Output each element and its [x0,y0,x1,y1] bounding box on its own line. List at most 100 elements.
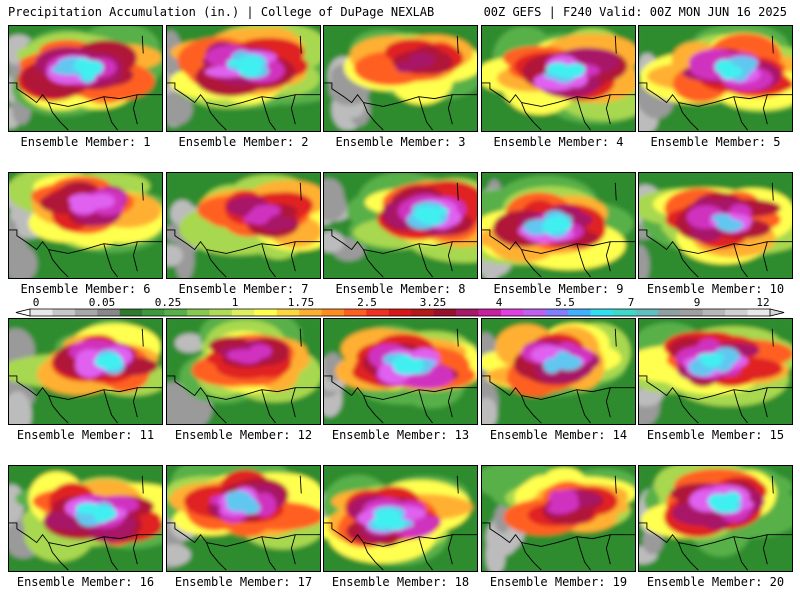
precip-field [324,319,477,424]
precip-field [9,319,162,424]
colorbar-swatch [702,309,726,316]
colorbar-swatch [635,309,659,316]
colorbar-swatch [613,309,636,316]
precip-map [8,318,163,425]
colorbar-swatch [299,309,322,316]
state-borders [167,475,320,571]
precip-map [166,318,321,425]
precip-field [324,173,477,278]
ensemble-member-label: Ensemble Member: 3 [335,135,466,149]
colorbar-swatch [74,309,98,316]
precip-map [481,465,636,572]
ensemble-member-label: Ensemble Member: 17 [174,575,313,589]
precip-field [9,26,162,131]
ensemble-member-label: Ensemble Member: 20 [646,575,785,589]
colorbar-swatch [568,309,591,316]
precip-map [323,172,478,279]
colorbar-swatch [343,309,367,316]
colorbar-swatch [186,309,210,316]
colorbar-tick-label: 7 [628,296,635,309]
ensemble-member-label: Ensemble Member: 6 [20,282,151,296]
ensemble-member-label: Ensemble Member: 8 [335,282,466,296]
colorbar-swatch [657,309,681,316]
colorbar-swatch [680,309,704,316]
colorbar-swatch [209,309,233,316]
precip-map [481,318,636,425]
colorbar-swatch [276,309,300,316]
colorbar-swatch [411,309,434,316]
precip-map [323,318,478,425]
colorbar-swatch [478,309,502,316]
colorbar-tick-label: 2.5 [357,296,377,309]
ensemble-member-label: Ensemble Member: 5 [650,135,781,149]
colorbar-swatch [97,309,120,316]
precip-field [9,466,162,571]
colorbar-swatch [30,309,53,316]
precip-map [323,465,478,572]
precip-map [166,465,321,572]
colorbar-tick-label: 5.5 [555,296,575,309]
colorbar-swatch [725,309,748,316]
precip-map [481,25,636,132]
colorbar-swatch [164,309,188,316]
precip-field [482,466,635,571]
precip-field [639,173,792,278]
state-borders [9,35,162,131]
colorbar-swatch [433,309,457,316]
ensemble-member-label: Ensemble Member: 19 [489,575,628,589]
colorbar-swatch [52,309,76,316]
colorbar-tick-label: 0.25 [155,296,182,309]
ensemble-member-label: Ensemble Member: 7 [178,282,309,296]
precip-field [639,26,792,131]
state-borders [482,182,635,278]
precip-map [8,25,163,132]
ensemble-member-label: Ensemble Member: 1 [20,135,151,149]
chart-title: Precipitation Accumulation (in.) | Colle… [8,5,435,19]
state-borders [639,475,792,571]
state-borders [639,328,792,424]
state-borders [167,182,320,278]
colorbar-swatch [500,309,524,316]
precip-map [638,172,793,279]
precip-field [324,466,477,571]
ensemble-member-label: Ensemble Member: 16 [16,575,155,589]
precip-map [8,465,163,572]
colorbar-swatch [142,309,165,316]
ensemble-member-label: Ensemble Member: 11 [16,428,155,442]
colorbar-tick-label: 9 [694,296,701,309]
precip-field [639,466,792,571]
precip-field [324,26,477,131]
colorbar-tick-label: 12 [756,296,769,309]
colorbar-swatch [231,309,255,316]
precip-map [323,25,478,132]
precip-field [167,26,320,131]
colorbar-swatch [119,309,143,316]
colorbar-swatch [523,309,547,316]
state-borders [9,475,162,571]
colorbar-swatch [545,309,569,316]
state-borders [167,35,320,131]
precip-field [167,466,320,571]
state-borders [639,35,792,131]
precip-field [639,319,792,424]
state-borders [324,35,477,131]
ensemble-member-label: Ensemble Member: 2 [178,135,309,149]
colorbar-tick-label: 1.75 [288,296,315,309]
state-borders [324,328,477,424]
state-borders [482,328,635,424]
state-borders [324,182,477,278]
colorbar-tick-label: 1 [232,296,239,309]
state-borders [482,35,635,131]
ensemble-member-label: Ensemble Member: 13 [331,428,470,442]
precip-field [167,173,320,278]
precip-field [167,319,320,424]
colorbar-swatch [747,309,771,316]
state-borders [9,182,162,278]
precip-map [166,25,321,132]
precipitation-colorbar: 0 0.05 0.25 1 1.75 2.5 3.25 4 5.5 7 9 12 [0,296,800,320]
colorbar-swatch [321,309,345,316]
state-borders [482,475,635,571]
colorbar-tick-label: 0.05 [89,296,116,309]
colorbar-swatch [254,309,277,316]
ensemble-member-label: Ensemble Member: 10 [646,282,785,296]
